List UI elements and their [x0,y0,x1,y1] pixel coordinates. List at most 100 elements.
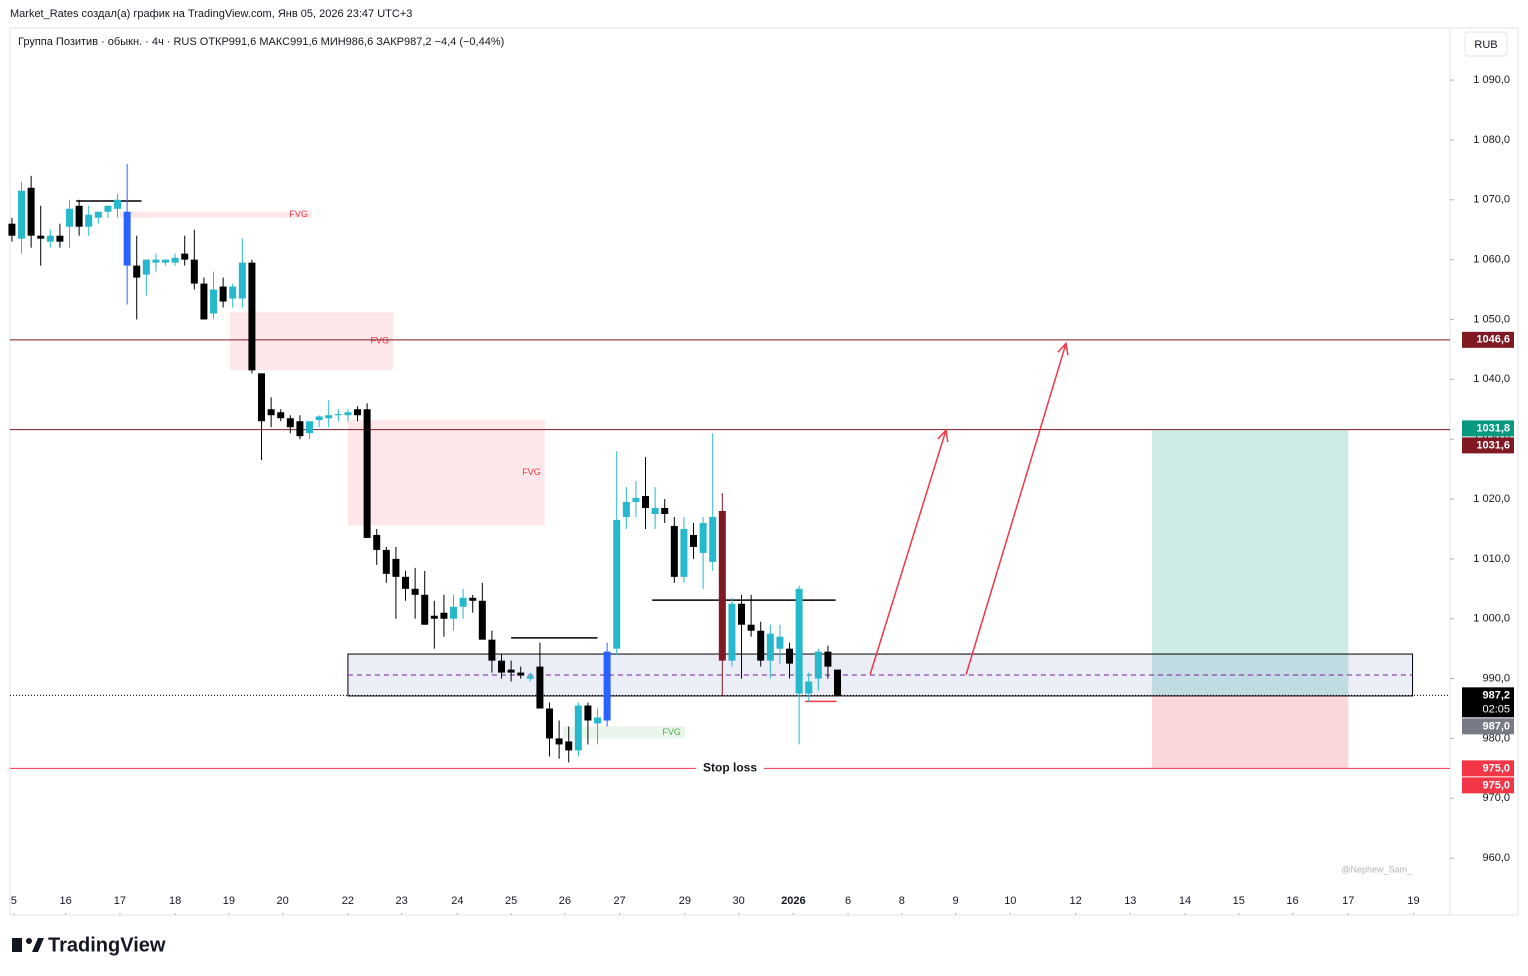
candle-body [104,205,112,212]
candle-body [670,525,678,577]
candle-body [142,259,150,275]
candle-body [795,588,803,694]
candle-body [363,409,371,538]
candle-body [459,597,467,607]
candle-body [565,741,573,751]
price-tag-label: 1031,6 [1476,439,1510,451]
fvg-box [119,211,312,218]
candle-body [594,717,602,724]
candle-body [651,508,659,514]
candle-body [267,409,275,416]
candle-body [469,597,477,601]
candle-body [738,603,746,625]
y-tick-label: 1 020,0 [1473,493,1510,505]
candle-body [27,187,35,236]
candle-body [200,283,208,320]
candle-body [478,600,486,640]
x-tick-label: 14 [1179,895,1191,907]
candle-body [786,648,794,664]
candle-body [546,708,554,739]
x-tick-label: 25 [505,895,517,907]
price-tag [1462,718,1514,735]
x-tick-label: 22 [342,895,354,907]
brand: TradingView [48,934,166,956]
candle-body [766,633,774,661]
candle-body [75,205,83,227]
candle-body [373,534,381,550]
fvg-box [229,312,394,371]
candle-body [344,412,352,416]
candle-body [526,676,534,679]
arrow [965,341,1069,675]
candle-body [584,705,592,721]
candle-body [574,705,582,751]
candle-body [834,669,842,696]
x-tick-label: 12 [1069,895,1081,907]
brand-logo [12,938,44,952]
candle-body [229,286,237,299]
candle-body [517,672,525,676]
x-tick-label: 30 [733,895,745,907]
candle-body [824,651,832,667]
candle-body [171,257,179,263]
candle-body [286,418,294,428]
fvg-label: FVG [289,209,308,219]
x-tick-label: 17 [1342,895,1354,907]
candle-body [325,415,333,419]
y-tick-label: 970,0 [1482,792,1510,804]
x-tick-label: 16 [60,895,72,907]
y-tick-label: 990,0 [1482,672,1510,684]
candle-body [613,519,621,649]
y-tick-label: 1 050,0 [1473,313,1510,325]
target-area [1151,429,1349,696]
candle-body [114,199,122,209]
candle-body [133,265,141,278]
candle-body [306,421,314,434]
candle-body [747,624,755,631]
x-tick-label: 26 [559,895,571,907]
x-tick-label: 19 [1407,895,1419,907]
candle-body [507,669,515,673]
candle-body [46,235,54,242]
x-tick-label: 19 [223,895,235,907]
candle-body [603,651,611,721]
candle-body [85,214,93,227]
candle-body [248,262,256,371]
candle-body [334,414,342,416]
y-tick-label: 1 000,0 [1473,613,1510,625]
candle-body [258,373,266,422]
candle-body [152,259,160,263]
candle-body [210,289,218,314]
candle-body [450,606,458,619]
symbol-legend: Группа Позитив · обыкн. · 4ч · RUS ОТКР9… [18,36,504,48]
candle-body [238,262,246,299]
price-tag [1462,777,1514,794]
candle-body [296,421,304,437]
candle-body [498,660,506,673]
candle-body [488,639,496,661]
candle-body [661,508,669,514]
candle-body [814,651,822,679]
x-tick-label: 29 [679,895,691,907]
candle-body [382,549,390,574]
y-tick-label: 960,0 [1482,852,1510,864]
x-tick-label: 24 [451,895,463,907]
fvg-box [562,726,685,739]
candle-body [56,235,64,242]
x-tick-label: 16 [1286,895,1298,907]
candle-body [728,603,736,661]
x-tick-label: 6 [845,895,851,907]
candle-body [622,502,630,517]
y-tick-label: 980,0 [1482,732,1510,744]
candle-body [66,208,74,227]
price-tag-label: 987,0 [1482,720,1510,732]
candle-body [757,630,765,661]
x-tick-label: 2026 [781,895,805,907]
candle-body [315,416,323,421]
candle-body [392,558,400,577]
price-tag-label: 975,0 [1482,779,1510,791]
price-tag [1462,420,1514,437]
price-tag [1462,437,1514,454]
price-tag [1462,687,1514,718]
candle-body [411,588,419,595]
